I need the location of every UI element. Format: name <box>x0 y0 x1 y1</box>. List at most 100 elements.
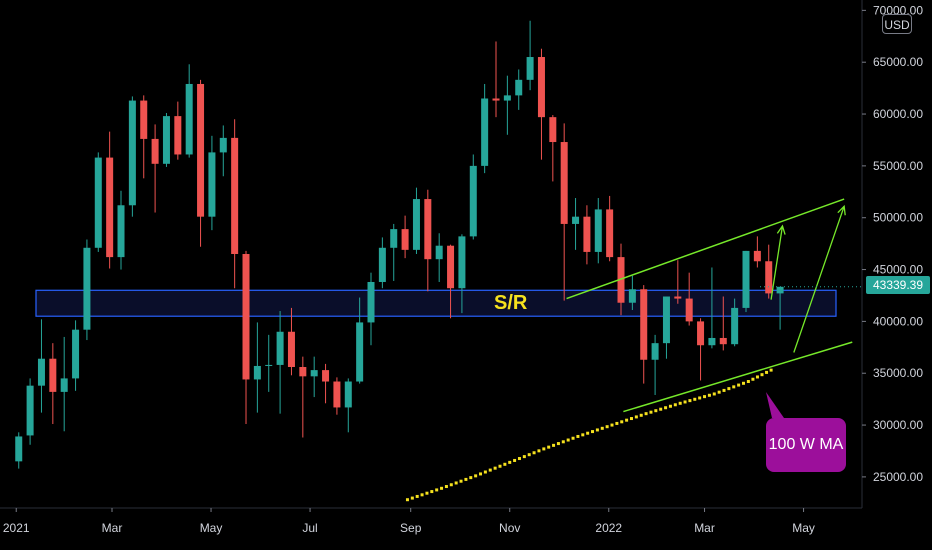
ma-dot <box>527 453 531 457</box>
ma-dot <box>727 387 731 391</box>
y-tick-label: 40000.00 <box>873 314 923 328</box>
ma-dot <box>591 430 595 434</box>
ma-dot <box>625 418 629 422</box>
arrowhead <box>837 204 846 216</box>
candlestick-series <box>15 20 784 469</box>
candle-body <box>503 95 511 101</box>
candle-body <box>492 98 500 101</box>
chart-grid <box>0 0 863 509</box>
candle-body <box>231 137 239 254</box>
moving-average-series <box>405 368 784 502</box>
ma-dot <box>522 455 526 459</box>
ma-dot <box>405 498 409 502</box>
ma-dot <box>600 426 604 430</box>
ma-dot <box>610 423 614 427</box>
ma-dot <box>586 431 590 435</box>
candle-body <box>594 209 602 252</box>
ma-dot <box>605 425 609 429</box>
ma-dot <box>639 413 643 417</box>
projection-arrow <box>793 206 845 353</box>
candle-body <box>276 331 284 365</box>
candle-body <box>469 165 477 237</box>
candle-body <box>333 381 341 408</box>
ma-dot <box>688 399 692 403</box>
time-axis[interactable]: 2021 Mar May Jul Sep Nov 2022 Mar May <box>3 508 815 535</box>
candle-body <box>731 307 739 345</box>
candle-body <box>424 199 432 260</box>
price-axis[interactable]: 70000.00 65000.00 60000.00 55000.00 50000.00… <box>862 3 923 484</box>
ma-dot <box>712 392 716 396</box>
candle-body <box>572 216 580 224</box>
ma-dot <box>581 433 585 437</box>
candle-body <box>15 436 23 462</box>
candle-body <box>742 250 750 308</box>
ma-dot <box>488 468 492 472</box>
ma-dot <box>722 388 726 392</box>
candle-body <box>94 157 102 248</box>
arrowhead <box>776 224 786 235</box>
ma-dot <box>552 443 556 447</box>
ma-dot <box>474 474 478 478</box>
x-tick-label: May <box>200 521 223 535</box>
ma-dot <box>537 449 541 453</box>
candle-body <box>435 245 443 260</box>
ma-dot <box>654 409 658 413</box>
x-tick-label: Jul <box>302 521 317 535</box>
ma-dot <box>678 401 682 405</box>
candle-body <box>197 83 205 217</box>
ma-dot <box>542 447 546 451</box>
ma-dot <box>698 396 702 400</box>
ma-dot <box>659 407 663 411</box>
channel-trendline <box>623 341 853 413</box>
candle-body <box>140 100 148 139</box>
candle-body <box>412 199 420 250</box>
candle-body <box>253 365 261 380</box>
candle-body <box>174 116 182 155</box>
candle-body <box>117 205 125 258</box>
y-tick-label: 55000.00 <box>873 159 923 173</box>
x-tick-label: May <box>792 521 815 535</box>
candle-body <box>344 381 352 408</box>
candle-body <box>640 289 648 360</box>
candle-body <box>765 261 773 294</box>
candle-body <box>49 358 57 392</box>
ma-dot <box>615 421 619 425</box>
ma-dot <box>561 440 565 444</box>
candle-body <box>628 289 636 303</box>
ma-dot <box>493 466 497 470</box>
ma-dot <box>664 406 668 410</box>
candle-body <box>401 229 409 250</box>
candle-body <box>208 152 216 217</box>
ma-dot <box>566 438 570 442</box>
ma-dot <box>693 397 697 401</box>
ma-dot <box>454 481 458 485</box>
callout-pointer <box>766 392 784 418</box>
candle-body <box>697 321 705 346</box>
ma-dot <box>532 451 536 455</box>
ma-dot <box>498 464 502 468</box>
channel-trendline <box>566 198 845 300</box>
x-tick-label: 2022 <box>595 521 622 535</box>
currency-badge[interactable]: USD <box>882 14 912 34</box>
ma-dot <box>503 462 507 466</box>
candle-body <box>37 358 45 386</box>
candle-body <box>606 209 614 258</box>
ma-dot <box>547 445 551 449</box>
ma-dot <box>634 415 638 419</box>
candle-body <box>83 247 91 330</box>
ma-dot <box>683 400 687 404</box>
y-tick-label: 30000.00 <box>873 418 923 432</box>
ma-dot <box>449 483 453 487</box>
y-tick-label: 45000.00 <box>873 263 923 277</box>
y-tick-label: 60000.00 <box>873 107 923 121</box>
ma-dot <box>751 377 755 381</box>
y-tick-label: 50000.00 <box>873 211 923 225</box>
candle-body <box>719 337 727 345</box>
sr-zone-layer <box>35 289 837 317</box>
candle-body <box>685 298 693 322</box>
candle-body <box>753 250 761 262</box>
x-tick-label: Sep <box>400 521 422 535</box>
candle-body <box>526 57 534 80</box>
candle-body <box>481 98 489 166</box>
